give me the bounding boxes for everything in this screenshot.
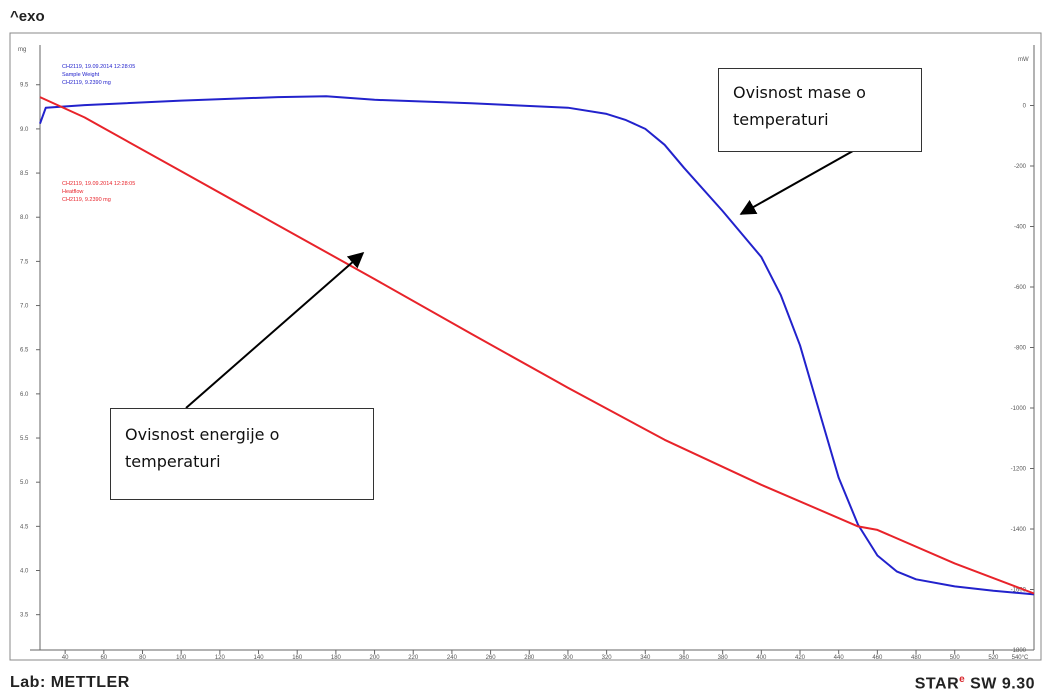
x-tick-label: 200 xyxy=(370,655,381,661)
left-tick-label: 8.5 xyxy=(20,171,29,177)
exo-label: ^exo xyxy=(10,8,45,25)
x-tick-label: 220 xyxy=(408,655,419,661)
x-tick-label: 460 xyxy=(872,655,883,661)
mass-annotation-box: Ovisnost mase o temperaturi xyxy=(718,68,922,152)
left-tick-label: 7.5 xyxy=(20,259,29,265)
x-tick-label: 40 xyxy=(62,655,69,661)
left-tick-label: 6.5 xyxy=(20,348,29,354)
x-tick-label: 300 xyxy=(563,655,574,661)
x-tick-label: 500 xyxy=(950,655,961,661)
right-axis-ticks: 0 -200 -400 -600 -800 -1000 -1200 -1400 -1600 -18… xyxy=(1011,104,1034,654)
star-suffix: SW 9.30 xyxy=(965,675,1035,693)
legend-red: CH2119, 19.09.2014 12:28:05 Heatflow CH2… xyxy=(62,181,135,203)
right-tick-label: 0 xyxy=(1023,104,1027,110)
energy-annotation-line-2: temperaturi xyxy=(125,452,221,471)
x-tick-label: 80 xyxy=(139,655,146,661)
x-tick-label: 440 xyxy=(834,655,845,661)
sample-weight-line xyxy=(39,95,1035,596)
heatflow-line xyxy=(39,96,1035,595)
left-tick-label: 5.0 xyxy=(20,480,29,486)
left-axis-unit: mg xyxy=(18,47,26,53)
x-tick-label: 60 xyxy=(100,655,107,661)
energy-annotation-line-1: Ovisnost energije o xyxy=(125,425,280,444)
lab-label: Lab: METTLER xyxy=(10,674,130,691)
legend-red-line-1: CH2119, 19.09.2014 12:28:05 xyxy=(62,181,135,187)
software-version-label: STARe SW 9.30 xyxy=(915,674,1035,693)
right-tick-label: -800 xyxy=(1014,346,1027,352)
x-tick-label: 480 xyxy=(911,655,922,661)
plot-frame xyxy=(9,32,1042,661)
x-tick-label: 100 xyxy=(176,655,187,661)
right-tick-label: -1400 xyxy=(1011,527,1027,533)
left-tick-label: 5.5 xyxy=(20,436,29,442)
legend-red-line-2: Heatflow xyxy=(62,189,83,195)
left-tick-label: 6.0 xyxy=(20,392,29,398)
mass-annotation-line-1: Ovisnost mase o xyxy=(733,83,866,102)
x-tick-label: 140 xyxy=(254,655,265,661)
x-tick-label: 280 xyxy=(524,655,535,661)
right-tick-label: -400 xyxy=(1014,225,1027,231)
x-tick-label: 520 xyxy=(988,655,999,661)
mass-annotation-line-2: temperaturi xyxy=(733,110,829,129)
right-tick-label: -1800 xyxy=(1011,648,1027,654)
x-tick-label: 180 xyxy=(331,655,342,661)
x-tick-label: 160 xyxy=(292,655,303,661)
left-tick-label: 4.5 xyxy=(20,524,29,530)
x-tick-label: 240 xyxy=(447,655,458,661)
left-tick-label: 9.5 xyxy=(20,83,29,89)
right-tick-label: -200 xyxy=(1014,164,1027,170)
right-tick-label: -1600 xyxy=(1011,588,1027,594)
left-tick-label: 8.0 xyxy=(20,215,29,221)
x-tick-label: 400 xyxy=(756,655,767,661)
x-tick-label: 340 xyxy=(640,655,651,661)
left-tick-label: 3.5 xyxy=(20,613,29,619)
x-tick-label: 420 xyxy=(795,655,806,661)
energy-annotation-arrow xyxy=(185,251,365,409)
right-tick-label: -1200 xyxy=(1011,467,1027,473)
x-last-tick-label: 540°C xyxy=(1012,655,1029,661)
left-tick-label: 7.0 xyxy=(20,304,29,310)
left-tick-label: 4.0 xyxy=(20,569,29,575)
x-axis-ticks: 40 60 80 100 120 140 160 180 200 220 240 260 280 300 3… xyxy=(62,650,1029,661)
right-tick-label: -600 xyxy=(1014,285,1027,291)
right-tick-label: -1000 xyxy=(1011,406,1027,412)
right-axis-unit: mW xyxy=(1018,57,1029,63)
x-tick-label: 120 xyxy=(215,655,226,661)
legend-blue: CH2119, 19.09.2014 12:28:05 Sample Weigh… xyxy=(62,64,135,86)
star-mark: e xyxy=(959,674,966,685)
x-tick-label: 360 xyxy=(679,655,690,661)
legend-blue-line-3: CH2119, 9.2390 mg xyxy=(62,80,111,86)
star-prefix: STAR xyxy=(914,675,960,693)
legend-blue-line-1: CH2119, 19.09.2014 12:28:05 xyxy=(62,64,135,70)
energy-annotation-box: Ovisnost energije o temperaturi xyxy=(110,408,374,500)
series-group xyxy=(39,95,1035,596)
x-tick-label: 320 xyxy=(602,655,613,661)
x-tick-label: 260 xyxy=(486,655,497,661)
legend-red-line-3: CH2119, 9.2390 mg xyxy=(62,197,111,203)
left-axis-ticks: 3.5 4.0 4.5 5.0 5.5 6.0 6.5 7.0 7.5 8.0 8.5 9.0 9.5 xyxy=(20,83,40,619)
mass-annotation-arrow xyxy=(739,146,861,215)
x-tick-label: 380 xyxy=(718,655,729,661)
left-tick-label: 9.0 xyxy=(20,127,29,133)
legend-blue-line-2: Sample Weight xyxy=(62,72,100,78)
